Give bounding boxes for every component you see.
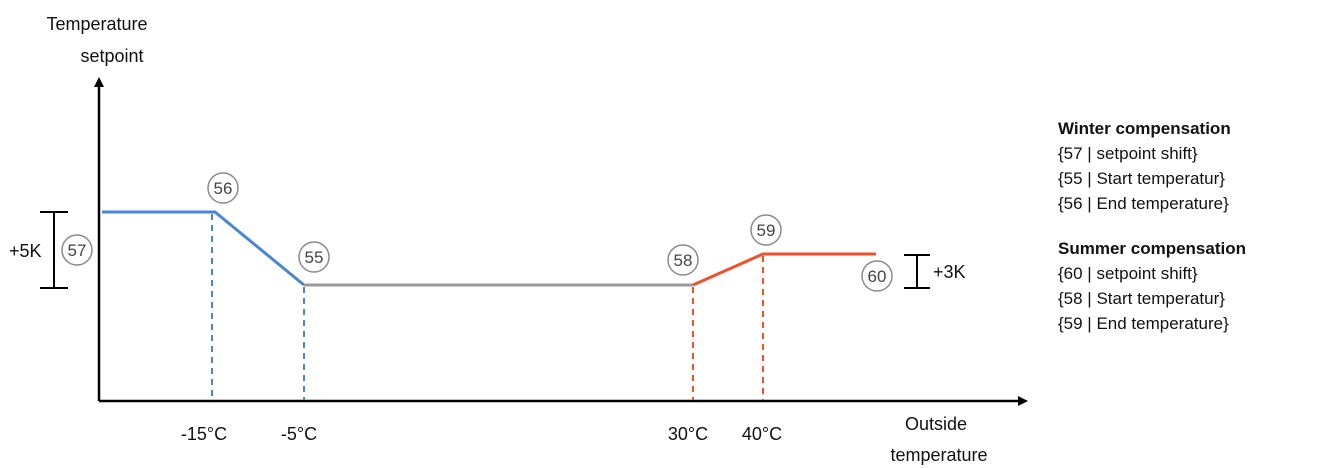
winter-shift-bracket — [40, 211, 68, 289]
tick-label-minus15: -15°C — [181, 424, 227, 444]
y-axis-label-line2: setpoint — [80, 46, 143, 66]
summer-curve — [692, 252, 876, 287]
tick-label-30: 30°C — [668, 424, 708, 444]
winter-curve — [102, 210, 305, 287]
winter-legend-item: {55 | Start temperatur} — [1058, 169, 1225, 188]
marker-57: 57 — [61, 234, 93, 266]
summer-legend-item: {60 | setpoint shift} — [1058, 264, 1198, 283]
svg-text:55: 55 — [305, 248, 324, 267]
winter-legend-item: {56 | End temperature} — [1058, 194, 1229, 213]
tick-label-minus5: -5°C — [281, 424, 317, 444]
legend-spacer — [1058, 216, 1246, 236]
x-axis-label-line2: temperature — [890, 445, 987, 465]
svg-text:59: 59 — [757, 221, 776, 240]
svg-text:56: 56 — [214, 179, 233, 198]
summer-legend-item: {58 | Start temperatur} — [1058, 289, 1225, 308]
summer-legend-item: {59 | End temperature} — [1058, 314, 1229, 333]
summer-legend-title: Summer compensation — [1058, 239, 1246, 258]
marker-60: 60 — [861, 260, 893, 292]
marker-55: 55 — [298, 241, 330, 273]
summer-shift-label: +3K — [933, 262, 966, 282]
winter-legend-item: {57 | setpoint shift} — [1058, 144, 1198, 163]
summer-shift-bracket — [904, 254, 930, 289]
marker-58: 58 — [667, 244, 699, 276]
svg-text:57: 57 — [68, 241, 87, 260]
winter-shift-label: +5K — [9, 241, 42, 261]
x-axis-label-line1: Outside — [905, 414, 967, 434]
marker-59: 59 — [750, 214, 782, 246]
y-axis-label-line1: Temperature — [46, 14, 147, 34]
compensation-diagram: Temperature setpoint Outside temperature… — [9, 14, 1028, 465]
marker-56: 56 — [207, 172, 239, 204]
tick-label-40: 40°C — [742, 424, 782, 444]
legend: Winter compensation {57 | setpoint shift… — [1058, 116, 1246, 336]
svg-text:60: 60 — [868, 267, 887, 286]
svg-text:58: 58 — [674, 251, 693, 270]
winter-legend-title: Winter compensation — [1058, 119, 1231, 138]
